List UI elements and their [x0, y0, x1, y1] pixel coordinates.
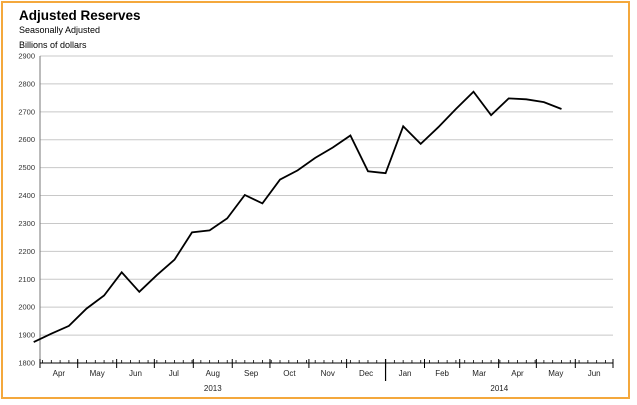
y-axis-label: Billions of dollars	[19, 40, 87, 50]
chart-subtitle: Seasonally Adjusted	[19, 25, 101, 35]
month-label: Jun	[129, 369, 142, 378]
month-label: Jul	[169, 369, 179, 378]
month-label: Mar	[472, 369, 486, 378]
y-tick-label: 1800	[18, 359, 35, 368]
month-label: Jun	[588, 369, 601, 378]
month-label: Apr	[511, 369, 524, 378]
chart-title: Adjusted Reserves	[19, 8, 141, 23]
chart-frame	[1, 1, 630, 399]
month-label: Nov	[321, 369, 335, 378]
y-tick-label: 2700	[18, 107, 35, 116]
y-tick-label: 2000	[18, 303, 35, 312]
month-label: May	[90, 369, 105, 378]
month-label: Apr	[53, 369, 66, 378]
y-tick-label: 2100	[18, 275, 35, 284]
month-label: Sep	[244, 369, 259, 378]
y-tick-label: 1900	[18, 331, 35, 340]
month-label: May	[548, 369, 563, 378]
series-line	[33, 90, 562, 343]
month-label: Jan	[399, 369, 412, 378]
year-label-2013: 2013	[204, 384, 222, 393]
y-tick-label: 2300	[18, 219, 35, 228]
y-tick-label: 2200	[18, 247, 35, 256]
y-tick-label: 2900	[18, 52, 35, 61]
month-label: Oct	[283, 369, 296, 378]
y-tick-label: 2400	[18, 191, 35, 200]
month-label: Dec	[359, 369, 373, 378]
month-label: Feb	[435, 369, 449, 378]
y-tick-label: 2800	[18, 79, 35, 88]
y-tick-label: 2500	[18, 163, 35, 172]
y-tick-label: 2600	[18, 135, 35, 144]
year-label-2014: 2014	[490, 384, 508, 393]
month-label: Aug	[206, 369, 220, 378]
